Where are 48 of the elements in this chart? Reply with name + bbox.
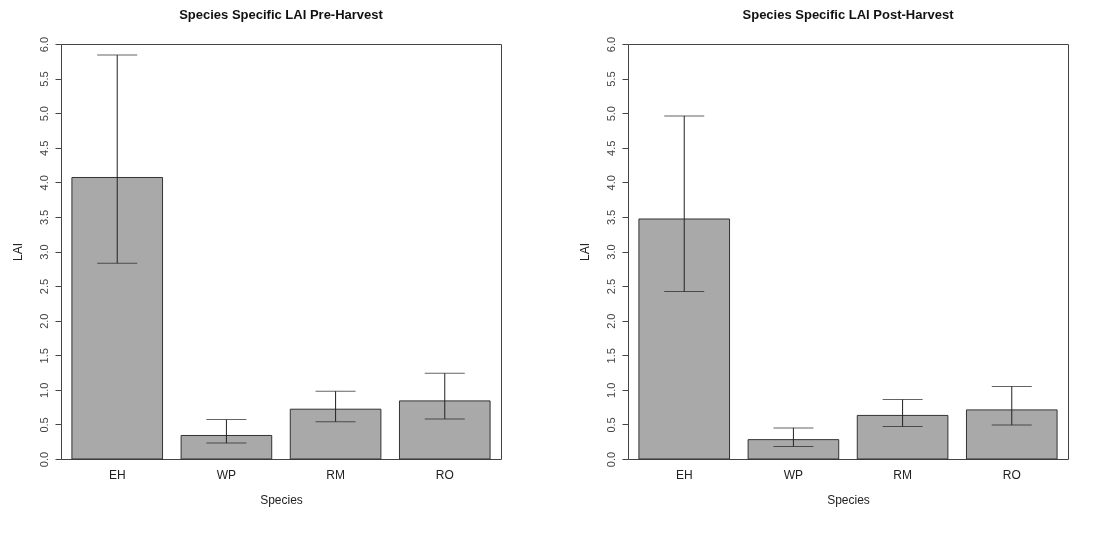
y-tick-label: 4.5 [37, 140, 50, 156]
y-tick-label: 2.0 [37, 313, 50, 329]
y-tick-label: 2.5 [604, 278, 617, 295]
x-tick-label: WP [216, 467, 237, 482]
x-tick-label: EH [675, 467, 693, 482]
bar [856, 414, 949, 460]
x-tick-label: RM [893, 467, 912, 482]
y-tick-label: 0.5 [37, 417, 50, 433]
y-tick-label: 3.0 [604, 244, 617, 260]
bar [638, 218, 731, 460]
y-tick-label: 3.5 [604, 209, 617, 226]
x-tick-label: WP [783, 467, 804, 482]
y-tick-label: 6.0 [604, 36, 617, 53]
y-tick-label: 3.5 [37, 209, 50, 226]
y-tick-label: 4.0 [604, 175, 617, 191]
bar [71, 176, 164, 460]
x-axis-title: Species [260, 492, 303, 507]
y-tick-label: 1.5 [37, 348, 50, 364]
y-axis-title: LAI [577, 242, 592, 262]
y-axis-title: LAI [10, 242, 25, 262]
y-tick-label: 0.0 [37, 451, 50, 468]
y-tick-label: 0.5 [604, 417, 617, 433]
bar [747, 439, 840, 460]
x-tick-label: RM [326, 467, 345, 482]
bar [180, 434, 273, 460]
bar [289, 408, 382, 460]
y-tick-label: 4.0 [37, 175, 50, 191]
y-tick-label: 5.5 [37, 71, 50, 87]
y-tick-label: 5.0 [604, 106, 617, 122]
x-tick-label: RO [435, 467, 454, 482]
chart-title: Species Specific LAI Post-Harvest [742, 7, 955, 23]
y-tick-label: 1.0 [604, 382, 617, 398]
y-tick-label: 1.5 [604, 348, 617, 364]
bar [965, 409, 1058, 460]
y-tick-label: 3.0 [37, 244, 50, 260]
y-tick-label: 5.5 [604, 71, 617, 87]
chart-title: Species Specific LAI Pre-Harvest [179, 7, 384, 23]
y-tick-label: 0.0 [604, 451, 617, 468]
y-tick-label: 6.0 [37, 36, 50, 53]
x-tick-label: EH [108, 467, 126, 482]
y-tick-label: 1.0 [37, 382, 50, 398]
bar [398, 400, 491, 460]
x-axis-title: Species [827, 492, 870, 507]
y-tick-label: 5.0 [37, 106, 50, 122]
y-tick-label: 2.5 [37, 278, 50, 295]
y-tick-label: 4.5 [604, 140, 617, 156]
x-tick-label: RO [1002, 467, 1021, 482]
y-tick-label: 2.0 [604, 313, 617, 329]
